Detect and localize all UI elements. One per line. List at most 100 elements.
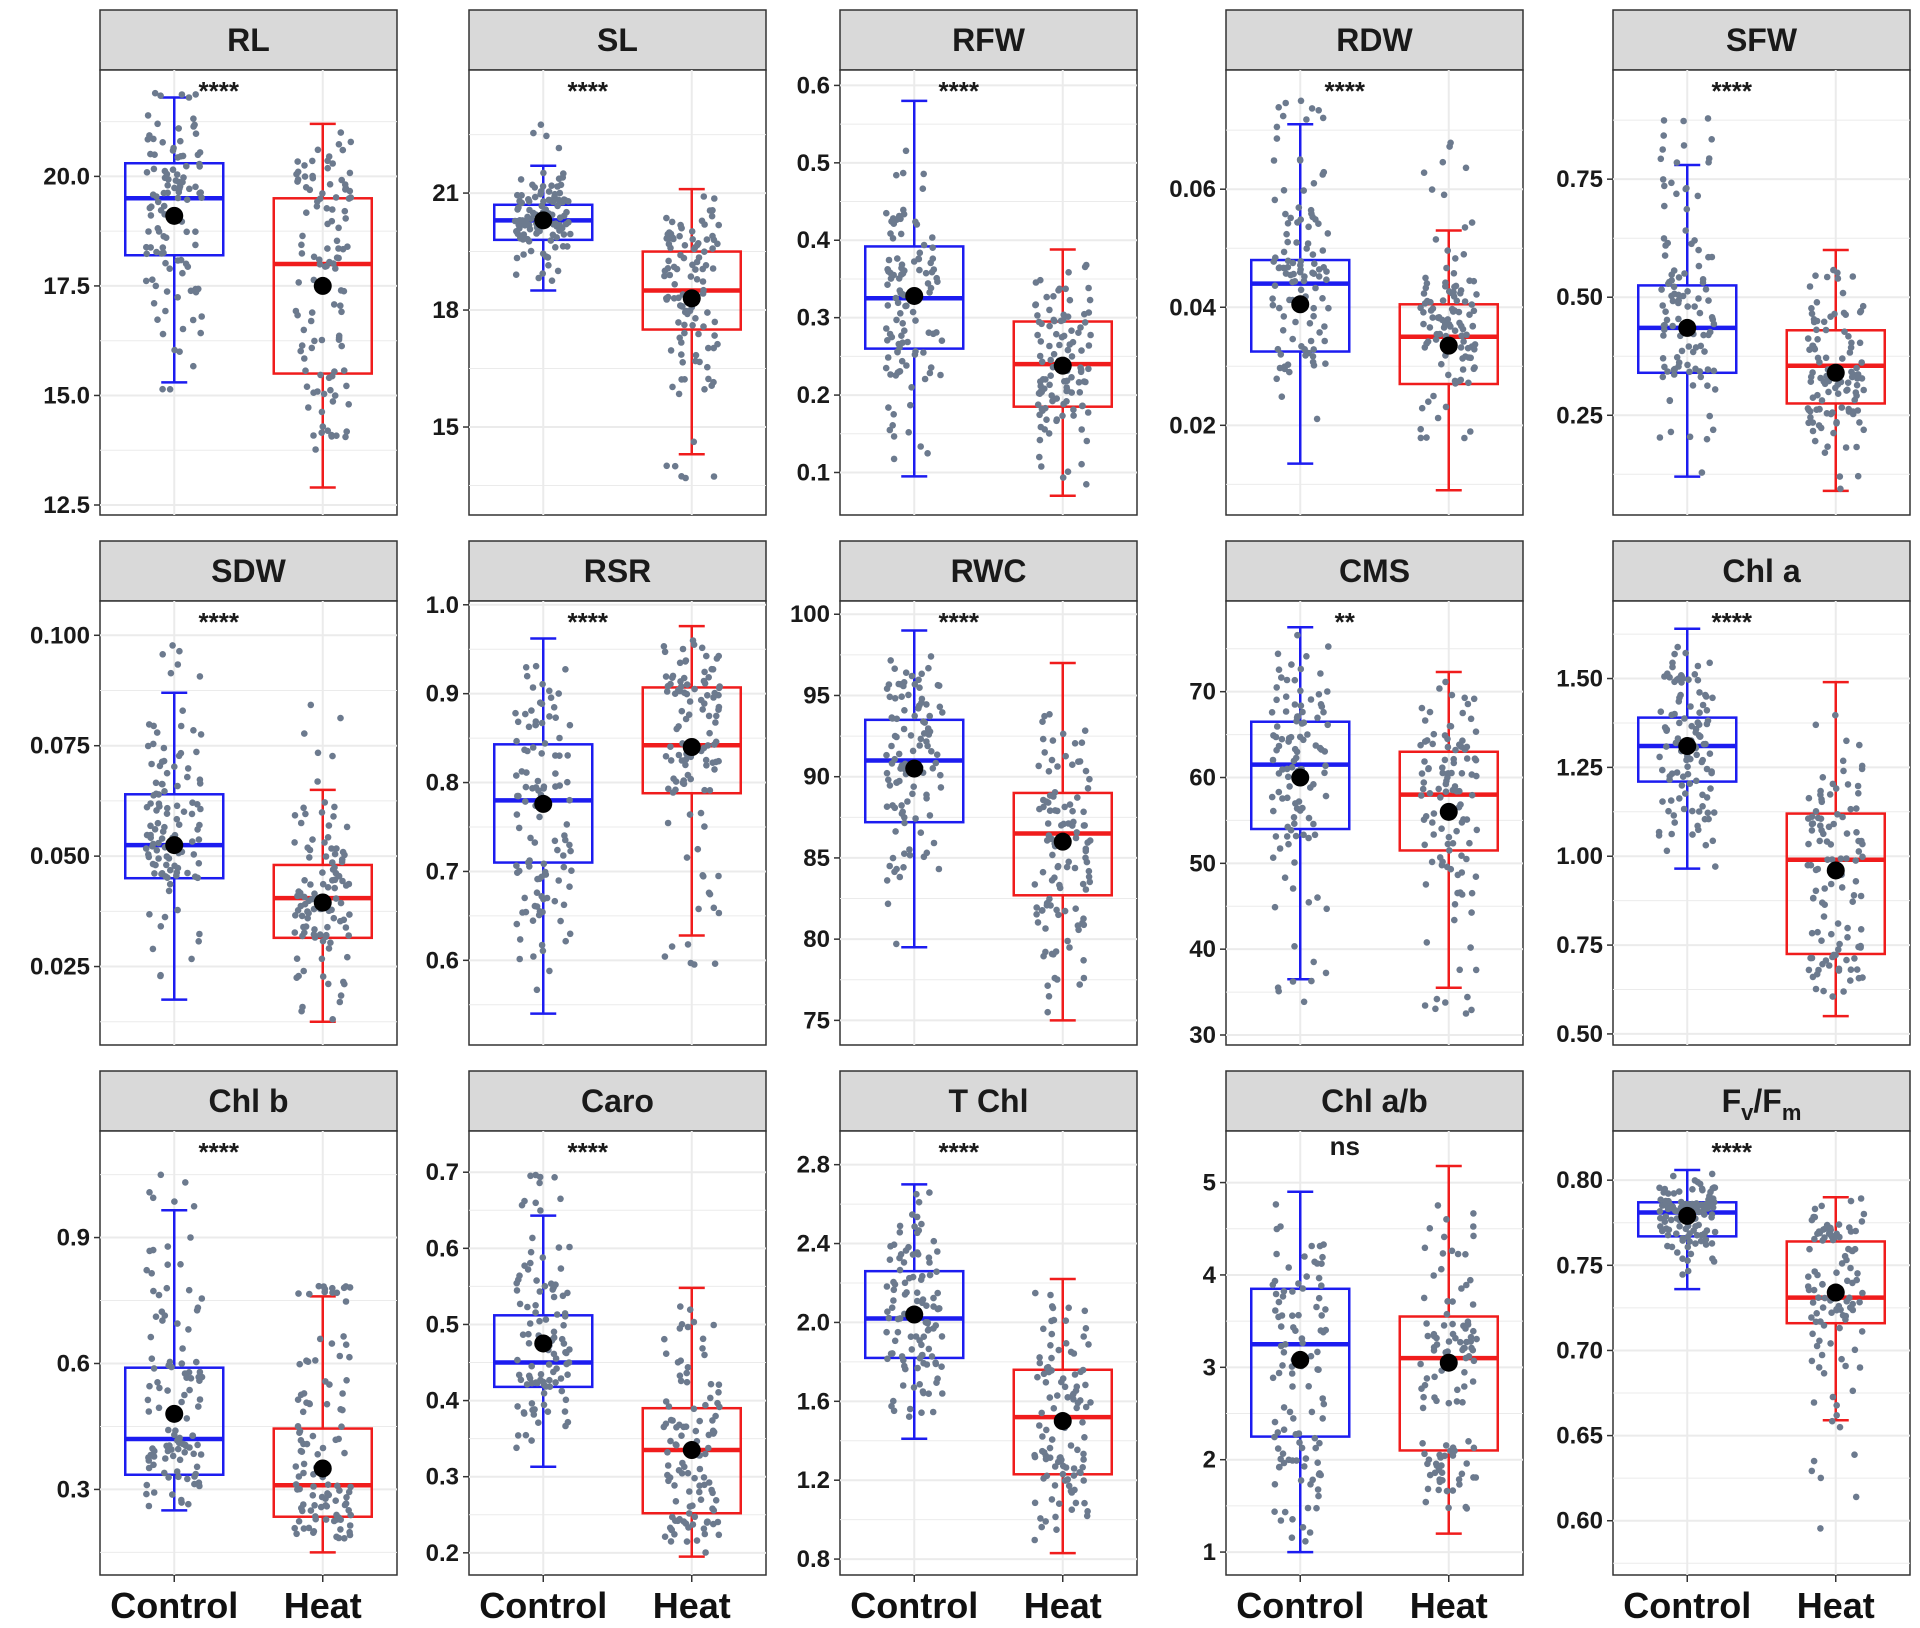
data-point <box>1439 764 1446 771</box>
plot-area <box>468 1130 767 1576</box>
data-point <box>701 786 708 794</box>
data-point <box>331 803 338 811</box>
data-point <box>319 869 326 876</box>
data-point <box>703 652 710 660</box>
y-tick-label: 0.75 <box>1556 1252 1603 1279</box>
data-point <box>337 992 345 999</box>
data-point <box>702 262 710 269</box>
data-point <box>178 91 186 98</box>
data-point <box>541 1282 549 1290</box>
data-point <box>1851 955 1858 962</box>
data-point <box>1310 304 1317 312</box>
data-point <box>1039 1433 1046 1440</box>
data-point <box>898 332 905 340</box>
data-point <box>1834 390 1842 398</box>
data-point <box>337 302 344 310</box>
y-tick-label: 1 <box>1203 1539 1216 1566</box>
data-point <box>904 798 911 805</box>
data-point <box>1431 1394 1438 1401</box>
data-point <box>1661 202 1668 210</box>
data-point <box>1438 360 1445 368</box>
data-point <box>677 1303 684 1310</box>
data-point <box>1671 650 1678 658</box>
data-point <box>1306 1529 1314 1536</box>
data-point <box>926 712 933 720</box>
data-point <box>1675 274 1683 281</box>
data-point <box>1663 743 1670 750</box>
plot-area <box>99 600 398 1046</box>
data-point <box>1834 275 1842 282</box>
data-point <box>680 777 687 784</box>
data-point <box>1048 1496 1056 1503</box>
data-point <box>1809 1299 1817 1306</box>
data-point <box>150 1489 158 1496</box>
data-point <box>1452 746 1459 754</box>
data-point <box>1456 1481 1463 1488</box>
data-point <box>893 779 900 786</box>
data-point <box>1424 338 1432 345</box>
data-point <box>328 906 335 914</box>
data-point <box>1271 1481 1279 1488</box>
data-point <box>347 138 355 146</box>
data-point <box>1855 848 1863 855</box>
data-point <box>1691 671 1699 678</box>
data-point <box>914 1229 921 1237</box>
data-point <box>338 176 346 184</box>
data-point <box>1828 930 1835 938</box>
data-point <box>715 872 722 880</box>
data-point <box>538 893 545 900</box>
data-point <box>522 783 530 791</box>
data-point <box>1656 434 1664 441</box>
mean-marker <box>1439 1353 1458 1372</box>
y-tick-label: 0.6 <box>426 1235 459 1262</box>
data-point <box>169 1491 176 1498</box>
data-point <box>1854 782 1862 790</box>
data-point <box>165 887 173 895</box>
y-tick-label: 17.5 <box>43 273 90 300</box>
data-point <box>532 1302 539 1309</box>
data-point <box>527 1248 535 1256</box>
data-point <box>163 861 170 869</box>
data-point <box>918 1409 925 1416</box>
data-point <box>304 844 312 851</box>
data-point <box>527 1172 534 1180</box>
data-point <box>528 1400 536 1407</box>
data-point <box>692 1427 700 1435</box>
data-point <box>1080 808 1087 816</box>
data-point <box>301 877 308 884</box>
y-tick-label: 0.1 <box>797 459 830 486</box>
data-point <box>1432 1005 1439 1013</box>
data-point <box>926 1271 934 1279</box>
data-point <box>662 753 670 760</box>
data-point <box>330 914 338 922</box>
data-point <box>1046 381 1053 389</box>
mean-marker <box>682 738 701 756</box>
panel-title: SFW <box>1726 22 1798 58</box>
data-point <box>1061 378 1068 385</box>
data-point <box>1270 157 1278 164</box>
box-heat <box>272 122 374 489</box>
data-point <box>1430 1347 1438 1354</box>
y-tick-label: 0.2 <box>426 1540 459 1567</box>
data-point <box>1707 1188 1714 1196</box>
data-point <box>1470 695 1478 703</box>
data-point <box>535 911 543 919</box>
data-point <box>1451 901 1459 908</box>
mean-marker <box>1678 737 1697 756</box>
data-point <box>294 1396 302 1403</box>
data-point <box>339 877 346 885</box>
data-point <box>1659 355 1667 362</box>
data-point <box>707 1394 714 1402</box>
data-point <box>295 1518 303 1525</box>
data-point <box>938 1363 945 1370</box>
data-point <box>667 1538 675 1545</box>
data-point <box>890 411 897 418</box>
data-point <box>563 1349 570 1357</box>
mean-marker <box>1053 1412 1072 1431</box>
data-point <box>1055 1346 1063 1354</box>
data-point <box>1461 694 1468 702</box>
data-point <box>1305 814 1313 822</box>
data-point <box>1308 105 1316 112</box>
data-point <box>1319 1253 1326 1261</box>
